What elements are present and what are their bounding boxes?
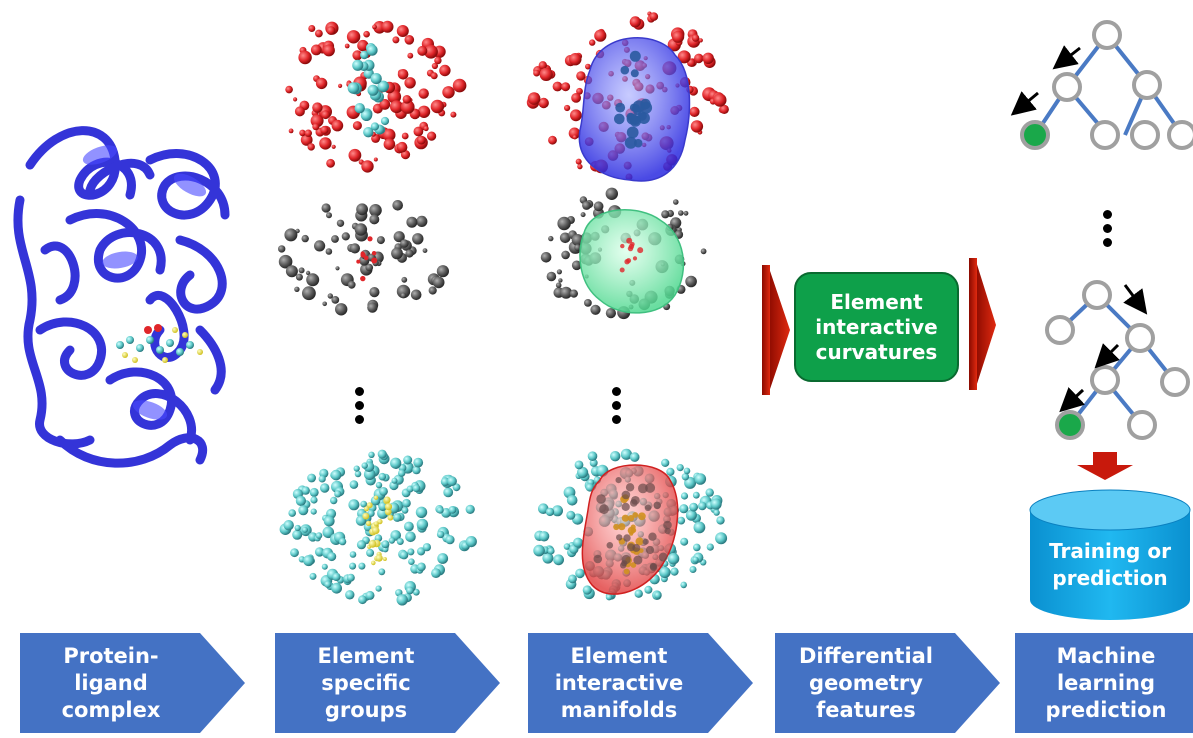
tree-icon	[1045, 280, 1190, 440]
step-label: Machine learning prediction	[1045, 643, 1167, 722]
manifold-surface-green	[579, 209, 685, 314]
ellipsis-vertical-icon	[1101, 210, 1113, 252]
ligand-atoms	[614, 50, 653, 149]
ligand-atoms	[362, 495, 394, 566]
step-differential-geometry-features: Differential geometry features	[775, 633, 995, 733]
step-element-interactive-manifolds: Element interactive manifolds	[528, 633, 748, 733]
curvature-box	[794, 272, 959, 382]
step-label: Element interactive manifolds	[554, 643, 684, 722]
carbon-atom-cloud	[593, 477, 672, 571]
chevron-shape	[1015, 633, 1193, 733]
nitrogen-atom-cloud	[279, 449, 477, 606]
down-arrow-icon	[1077, 452, 1133, 480]
ligand-atoms	[356, 236, 378, 282]
chevron-shape	[775, 633, 1000, 733]
ellipsis-vertical-icon	[610, 387, 622, 429]
curvature-box-label: Element interactive curvatures	[815, 289, 938, 364]
chevron-shape	[528, 633, 753, 733]
step-label: Protein- ligand complex	[61, 643, 161, 722]
protein-ligand-structure	[8, 126, 250, 490]
carbon-atom-cloud	[278, 200, 449, 316]
database-icon	[1029, 489, 1191, 620]
step-machine-learning-prediction: Machine learning prediction	[1015, 633, 1193, 733]
step-label: Differential geometry features	[798, 643, 934, 722]
step-protein-ligand-complex: Protein- ligand complex	[20, 633, 240, 733]
chevron-shape	[20, 633, 245, 733]
step-label: Element specific groups	[317, 643, 415, 722]
right-arrow-icon	[768, 265, 790, 395]
right-arrow-icon	[975, 258, 996, 390]
step-element-specific-groups: Element specific groups	[275, 633, 495, 733]
ellipsis-vertical-icon	[353, 387, 365, 429]
tree-icon	[1010, 20, 1193, 150]
ligand-atoms	[619, 237, 644, 273]
chevron-shape	[275, 633, 500, 733]
database-label: Training or prediction	[1049, 539, 1171, 590]
ligand-atoms	[347, 43, 390, 138]
